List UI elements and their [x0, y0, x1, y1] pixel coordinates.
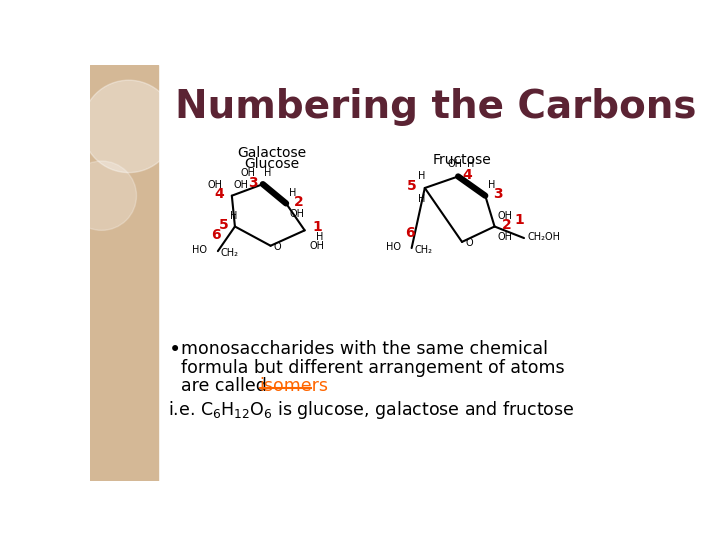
Text: OH: OH	[498, 232, 513, 242]
Text: 2: 2	[503, 218, 512, 232]
Text: formula but different arrangement of atoms: formula but different arrangement of ato…	[181, 359, 565, 377]
Text: 2: 2	[294, 195, 304, 209]
Text: monosaccharides with the same chemical: monosaccharides with the same chemical	[181, 340, 549, 359]
Text: CH₂: CH₂	[415, 245, 433, 254]
Text: Glucose: Glucose	[245, 157, 300, 171]
Text: HO: HO	[386, 241, 401, 252]
Text: •: •	[169, 340, 181, 361]
Text: 3: 3	[493, 187, 503, 201]
Text: i.e. C$_6$H$_{12}$O$_6$ is glucose, galactose and fructose: i.e. C$_6$H$_{12}$O$_6$ is glucose, gala…	[168, 399, 574, 421]
Text: 1: 1	[515, 213, 524, 227]
Text: CH₂: CH₂	[221, 248, 239, 258]
Circle shape	[82, 80, 175, 173]
Text: Galactose: Galactose	[238, 146, 307, 160]
Text: isomers: isomers	[260, 377, 329, 395]
Text: H: H	[467, 159, 474, 169]
Text: Fructose: Fructose	[433, 153, 491, 167]
Text: are called: are called	[181, 377, 273, 395]
Text: OH: OH	[310, 241, 324, 251]
Text: H: H	[315, 232, 323, 241]
Text: 3: 3	[248, 176, 258, 190]
Text: OH: OH	[498, 211, 513, 221]
Text: Numbering the Carbons: Numbering the Carbons	[175, 88, 697, 126]
Text: 5: 5	[408, 179, 417, 193]
Circle shape	[67, 161, 137, 231]
Text: 6: 6	[405, 226, 415, 240]
Text: HO: HO	[192, 245, 207, 254]
Text: 4: 4	[463, 168, 472, 182]
Text: H: H	[289, 187, 297, 198]
Text: 1: 1	[312, 220, 322, 234]
Text: O: O	[465, 239, 473, 248]
Text: 5: 5	[219, 218, 229, 232]
Text: OH: OH	[289, 209, 304, 219]
Text: H: H	[418, 171, 426, 181]
Text: O: O	[274, 242, 282, 252]
Text: OH: OH	[448, 159, 462, 169]
Text: CH₂OH: CH₂OH	[527, 232, 560, 241]
Text: OH: OH	[207, 180, 222, 190]
Text: OH: OH	[233, 180, 248, 190]
Text: 6: 6	[212, 228, 221, 242]
Text: H: H	[264, 168, 271, 178]
Text: 4: 4	[215, 187, 224, 201]
Text: H: H	[488, 180, 496, 190]
Bar	[90, 65, 158, 481]
Text: H: H	[230, 211, 237, 221]
Text: OH: OH	[240, 168, 255, 178]
Text: H: H	[418, 194, 426, 204]
